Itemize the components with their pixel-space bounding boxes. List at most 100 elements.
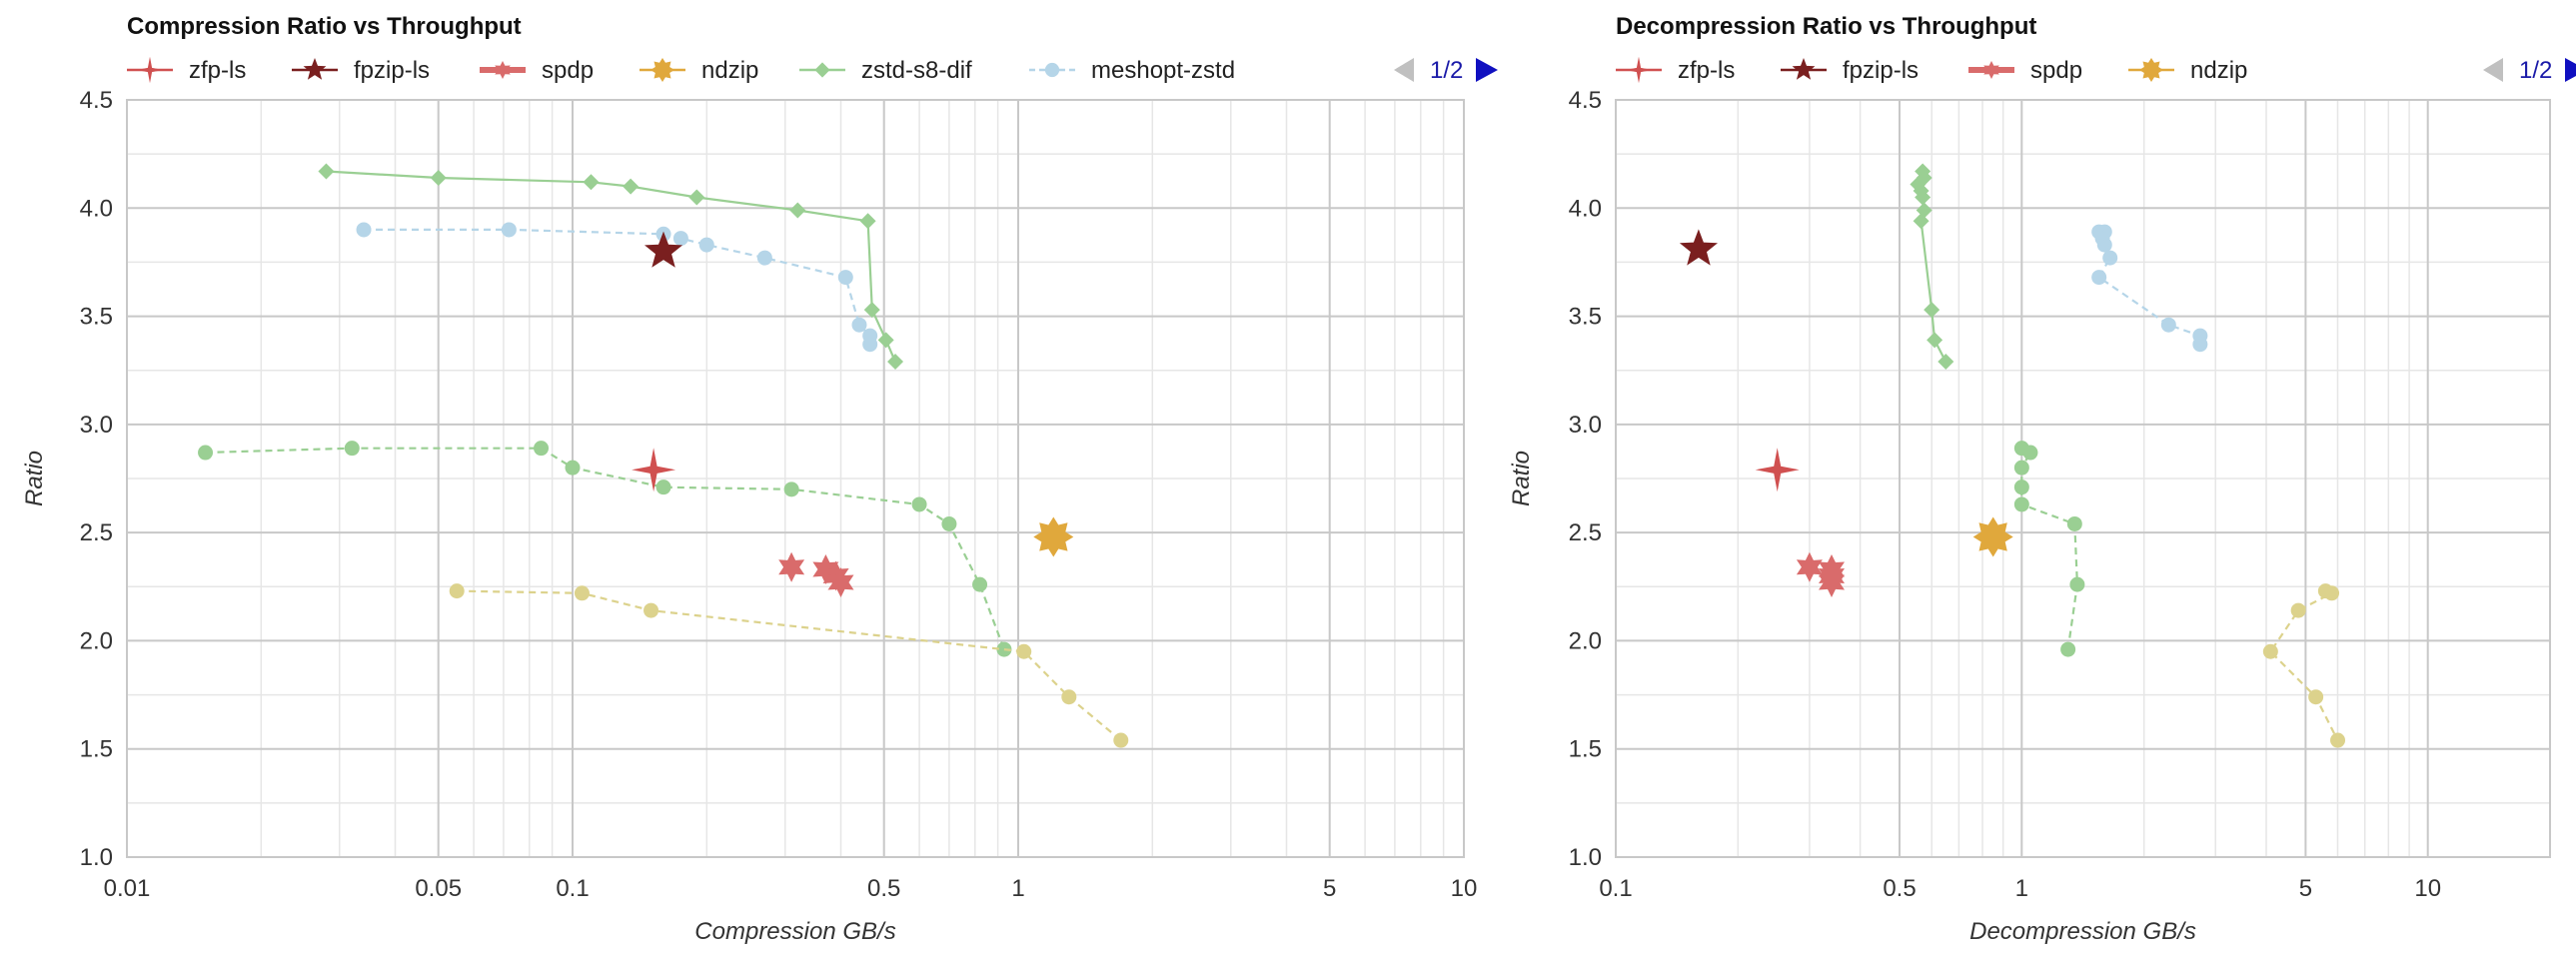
data-point: [827, 567, 854, 597]
data-point: [1113, 732, 1129, 748]
legend-marker: [495, 61, 511, 79]
data-point: [672, 231, 688, 247]
y-tick-label: 1.0: [1569, 844, 1602, 871]
data-point: [632, 448, 676, 492]
pager-label: 1/2: [1430, 57, 1463, 84]
data-point: [1033, 516, 1074, 557]
legend-item[interactable]: ndzip: [640, 57, 758, 84]
data-point: [356, 222, 372, 238]
legend-label: zstd-s8-dif: [861, 57, 972, 84]
y-tick-label: 1.0: [80, 844, 113, 871]
legend-marker: [814, 62, 830, 78]
legend-item[interactable]: spdp: [1968, 57, 2082, 84]
data-point: [565, 460, 581, 476]
legend-marker: [1625, 56, 1653, 84]
data-point: [583, 174, 600, 191]
series-fpzip: [1679, 229, 1718, 266]
series-yellow: [449, 583, 1129, 748]
legend-item[interactable]: meshopt-zstd: [1029, 57, 1235, 84]
data-point: [1972, 516, 2013, 557]
legend-label: zfp-ls: [189, 57, 246, 84]
plot-area: [198, 163, 1129, 748]
data-point: [851, 317, 867, 333]
legend-label: zfp-ls: [1678, 57, 1735, 84]
data-point: [972, 576, 988, 592]
data-point: [2290, 602, 2306, 618]
legend-item[interactable]: ndzip: [2128, 57, 2247, 84]
x-tick-label: 0.01: [104, 875, 151, 902]
data-point: [2192, 337, 2208, 353]
data-point: [1755, 448, 1800, 492]
y-tick-label: 3.5: [80, 304, 113, 331]
data-point: [789, 202, 806, 219]
data-point: [1924, 302, 1940, 319]
plot-frame: [1615, 99, 2551, 858]
legend-label: ndzip: [2190, 57, 2247, 84]
prev-page-icon[interactable]: [2483, 58, 2503, 82]
next-page-icon[interactable]: [2565, 58, 2576, 82]
legend-item[interactable]: fpzip-ls: [292, 57, 430, 84]
chart-title: Decompression Ratio vs Throughput: [1616, 13, 2036, 40]
data-point: [1916, 169, 1932, 186]
data-point: [2102, 250, 2118, 266]
y-tick-label: 2.0: [80, 627, 113, 654]
legend-pager: 1/2: [1394, 57, 1498, 84]
data-point: [2013, 480, 2029, 495]
series-spdp: [1796, 551, 1845, 597]
legend-label: ndzip: [701, 57, 758, 84]
grid: [126, 99, 1465, 858]
data-point: [644, 602, 659, 618]
data-point: [783, 482, 799, 497]
data-point: [698, 237, 714, 253]
y-tick-label: 4.0: [1569, 195, 1602, 222]
y-tick-label: 4.5: [1569, 87, 1602, 114]
series-line: [2097, 231, 2202, 345]
data-point: [623, 178, 640, 195]
legend-item[interactable]: zfp-ls: [1616, 56, 1735, 84]
next-page-icon[interactable]: [1476, 58, 1498, 82]
data-point: [449, 583, 465, 599]
x-tick-label: 5: [2299, 875, 2312, 902]
data-point: [1937, 354, 1954, 371]
legend: zfp-ls fpzip-ls spdp ndzip zstd-s8-dif meshop…: [127, 56, 1235, 84]
prev-page-icon[interactable]: [1394, 58, 1414, 82]
chart-title: Compression Ratio vs Throughput: [127, 13, 522, 40]
y-tick-label: 1.5: [1569, 736, 1602, 763]
legend-marker: [136, 56, 164, 84]
data-point: [911, 496, 927, 512]
legend-item[interactable]: fpzip-ls: [1781, 57, 1919, 84]
series-zstd: [318, 163, 904, 371]
y-tick-label: 2.0: [1569, 627, 1602, 654]
data-point: [534, 441, 550, 457]
series-zstd: [2013, 441, 2085, 657]
series-ndzip: [1972, 516, 2013, 557]
y-tick-label: 3.0: [1569, 412, 1602, 439]
y-axis-title: Ratio: [21, 451, 48, 506]
data-point: [1819, 567, 1845, 597]
y-tick-label: 1.5: [80, 736, 113, 763]
data-point: [877, 332, 894, 349]
legend: zfp-ls fpzip-ls spdp ndzip: [1616, 56, 2247, 84]
legend-item[interactable]: zstd-s8-dif: [799, 57, 972, 84]
data-point: [344, 441, 360, 457]
series-zfp: [632, 448, 676, 492]
x-tick-label: 0.1: [1599, 875, 1632, 902]
series-zstd: [198, 441, 1012, 657]
series-line: [364, 228, 871, 345]
x-tick-label: 0.05: [415, 875, 462, 902]
series-fpzip: [644, 231, 683, 268]
data-point: [1016, 643, 1032, 659]
data-point: [1679, 229, 1718, 266]
data-point: [688, 189, 705, 206]
series-yellow: [2262, 583, 2346, 748]
series-line: [326, 170, 897, 363]
legend-item[interactable]: zfp-ls: [127, 56, 246, 84]
pager-label: 1/2: [2519, 57, 2552, 84]
x-axis-title: Decompression GB/s: [1969, 918, 2196, 945]
data-point: [198, 445, 214, 461]
legend-marker: [1044, 62, 1060, 78]
series-line: [457, 589, 1122, 741]
legend-item[interactable]: spdp: [480, 57, 594, 84]
data-point: [430, 169, 447, 186]
